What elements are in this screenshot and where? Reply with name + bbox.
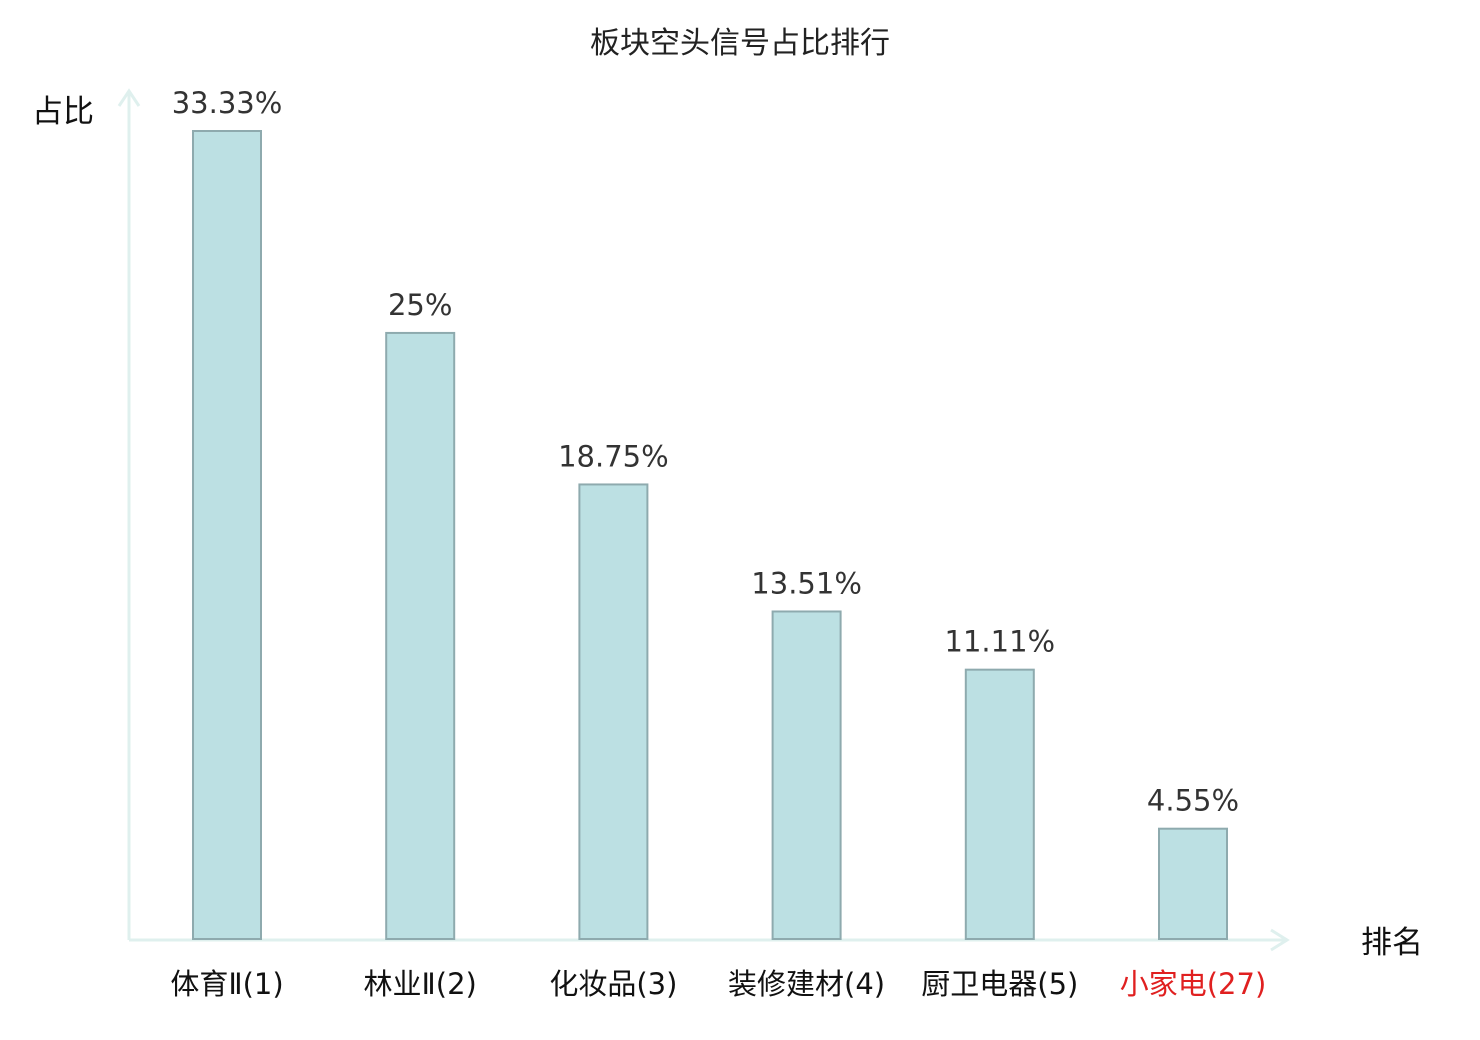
y-axis [117,88,141,940]
bars-group: 33.33% 体育Ⅱ(1) 25% 林业Ⅱ(2) 18.75% 化妆品(3) 13.51% 装… [170,86,1266,1001]
bar-2 [385,331,456,940]
category-label-3: 化妆品(3) [549,967,677,1001]
y-axis-label: 占比 [32,94,94,130]
value-label-5: 11.11% [945,625,1056,659]
bar-3 [578,483,649,940]
chart-title: 板块空头信号占比排行 [590,26,890,61]
value-label-4: 13.51% [751,566,862,600]
value-label-6: 4.55% [1147,784,1239,818]
bar-5 [964,668,1035,941]
category-label-2: 林业Ⅱ(2) [364,967,477,1001]
category-label-1: 体育Ⅱ(1) [170,967,283,1001]
category-label-6: 小家电(27) [1120,967,1267,1001]
bar-4 [771,610,842,940]
value-label-1: 33.33% [172,86,283,120]
category-label-5: 厨卫电器(5) [921,967,1078,1001]
value-label-3: 18.75% [558,439,669,473]
value-label-2: 25% [388,288,452,322]
category-label-4: 装修建材(4) [728,967,885,1001]
bar-1 [192,130,262,940]
x-axis-label: 排名 [1361,925,1423,961]
x-axis [129,928,1290,952]
bar-6 [1158,827,1228,940]
